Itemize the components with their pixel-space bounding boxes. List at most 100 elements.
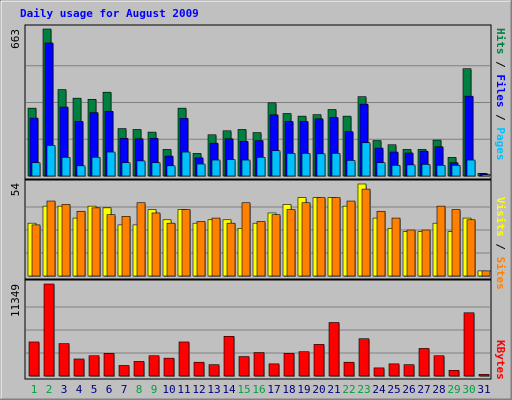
- bar-sites-2: [46, 200, 56, 277]
- panel-hits-max-label: 663: [9, 29, 22, 49]
- legend-hits: Hits: [494, 28, 507, 55]
- bar-kbytes-12: [193, 361, 205, 377]
- bar-pages-8: [136, 160, 146, 177]
- x-tick-label: 19: [297, 383, 310, 396]
- bar-kbytes-30: [463, 312, 475, 377]
- bar-sites-1: [31, 224, 41, 277]
- bar-kbytes-15: [238, 356, 250, 377]
- bar-pages-9: [151, 162, 161, 177]
- bar-pages-3: [61, 157, 71, 177]
- x-tick-label: 11: [177, 383, 190, 396]
- bar-pages-4: [76, 165, 86, 177]
- bar-kbytes-9: [148, 355, 160, 377]
- bar-kbytes-20: [313, 344, 325, 377]
- bar-sites-8: [136, 202, 146, 277]
- bar-sites-30: [466, 219, 476, 277]
- chart-title: Daily usage for August 2009: [20, 7, 199, 20]
- bar-kbytes-21: [328, 322, 340, 377]
- bar-kbytes-8: [133, 361, 145, 377]
- bar-kbytes-24: [373, 367, 385, 377]
- bar-sites-12: [196, 221, 206, 277]
- x-tick-label: 26: [402, 383, 415, 396]
- x-tick-label: 23: [357, 383, 370, 396]
- x-tick-label: 31: [477, 383, 490, 396]
- bar-kbytes-31: [478, 374, 490, 377]
- bar-sites-3: [61, 204, 71, 277]
- bar-pages-6: [106, 151, 116, 177]
- bar-sites-21: [331, 197, 341, 277]
- x-tick-label: 2: [46, 383, 53, 396]
- bar-pages-25: [391, 165, 401, 177]
- bar-kbytes-18: [283, 353, 295, 377]
- bar-sites-24: [376, 210, 386, 277]
- bar-pages-1: [31, 162, 41, 177]
- bar-kbytes-4: [73, 358, 85, 377]
- bar-kbytes-28: [433, 355, 445, 377]
- bar-sites-20: [316, 197, 326, 277]
- bar-pages-14: [226, 159, 236, 177]
- bar-sites-9: [151, 212, 161, 277]
- panel-kbytes-max-label: 11349: [9, 284, 22, 317]
- x-tick-label: 12: [192, 383, 205, 396]
- bar-sites-5: [91, 207, 101, 277]
- bar-kbytes-25: [388, 363, 400, 377]
- bar-sites-18: [286, 209, 296, 277]
- legend-sites: Sites: [494, 257, 507, 290]
- bar-sites-17: [271, 214, 281, 277]
- x-tick-label: 16: [252, 383, 265, 396]
- bar-kbytes-22: [343, 361, 355, 377]
- bar-kbytes-3: [58, 343, 70, 377]
- bar-pages-23: [361, 142, 371, 177]
- bar-pages-20: [316, 153, 326, 177]
- x-tick-label: 27: [417, 383, 430, 396]
- bar-sites-4: [76, 210, 86, 277]
- legend-visits: Visits: [494, 197, 507, 237]
- x-tick-label: 22: [342, 383, 355, 396]
- legend-files: Files: [494, 74, 507, 107]
- panel-visits-max-label: 54: [9, 183, 22, 197]
- x-tick-label: 1: [31, 383, 38, 396]
- bar-pages-26: [406, 164, 416, 177]
- bar-sites-26: [406, 229, 416, 277]
- x-tick-label: 9: [151, 383, 158, 396]
- x-tick-label: 3: [61, 383, 68, 396]
- bar-sites-6: [106, 214, 116, 277]
- x-tick-label: 4: [76, 383, 83, 396]
- bar-kbytes-13: [208, 364, 220, 377]
- bar-kbytes-26: [403, 364, 415, 377]
- bar-pages-15: [241, 159, 251, 177]
- bar-shadow: [483, 175, 491, 177]
- bar-pages-29: [451, 165, 461, 177]
- bar-kbytes-16: [253, 352, 265, 377]
- x-tick-label: 17: [267, 383, 280, 396]
- bar-kbytes-7: [118, 365, 130, 377]
- legend-sites-visits: Visits / Sites: [494, 197, 507, 290]
- x-tick-label: 7: [121, 383, 128, 396]
- bar-pages-28: [436, 165, 446, 177]
- bar-pages-18: [286, 153, 296, 177]
- bar-pages-17: [271, 150, 281, 177]
- bar-sites-27: [421, 229, 431, 277]
- bar-pages-24: [376, 162, 386, 177]
- bar-sites-28: [436, 205, 446, 277]
- bar-sites-10: [166, 222, 176, 277]
- bar-pages-16: [256, 157, 266, 177]
- bar-pages-5: [91, 157, 101, 177]
- legend-pages-files-hits: Hits / Files / Pages: [494, 28, 507, 161]
- bar-pages-30: [466, 159, 476, 177]
- bar-kbytes-5: [88, 355, 100, 377]
- bar-pages-31: [481, 174, 491, 177]
- x-tick-label: 24: [372, 383, 386, 396]
- legend-kbytes: KBytes: [494, 340, 507, 380]
- x-tick-label: 6: [106, 383, 113, 396]
- bar-sites-22: [346, 200, 356, 277]
- bar-kbytes-2: [43, 283, 55, 377]
- bar-kbytes-10: [163, 357, 175, 377]
- bar-kbytes-23: [358, 338, 370, 377]
- x-tick-label: 30: [462, 383, 475, 396]
- bar-kbytes-29: [448, 370, 460, 377]
- bar-pages-21: [331, 153, 341, 177]
- bar-sites-29: [451, 209, 461, 277]
- bar-pages-12: [196, 163, 206, 177]
